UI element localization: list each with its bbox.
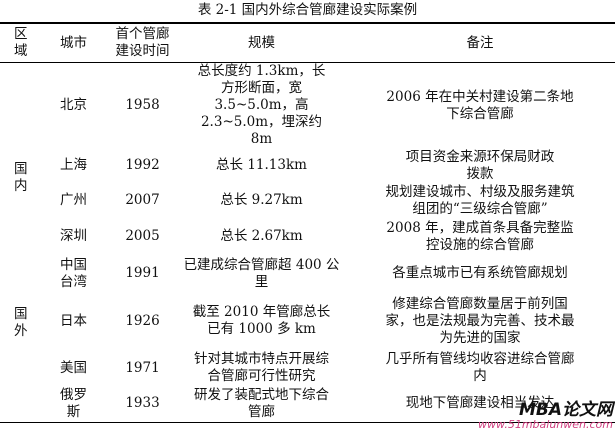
scale-cell: 总长度约 1.3km，长方形断面，宽 3.5~5.0m，高 2.3~5.0m，埋… xyxy=(197,63,326,147)
header-scale: 规模 xyxy=(248,34,275,51)
city-cell: 北京 xyxy=(60,97,87,113)
region-cell: 国外 xyxy=(14,306,28,339)
city-cell: 上海 xyxy=(60,157,87,173)
city-cell: 深圳 xyxy=(60,228,87,244)
note-cell: 规划建设城市、村级及服务建筑组团的“三级综合管廊” xyxy=(385,183,575,217)
header-row: 区域 城市 首个管廊建设时间 规模 备注 xyxy=(0,23,615,63)
table-row: 国外 日本 1926 截至 2010 年管廊总长已有 1000 多 km 修建综合管廊数… xyxy=(0,292,615,350)
scale-cell: 研发了装配式地下综合管廊 xyxy=(194,386,329,420)
year-cell: 1991 xyxy=(125,265,160,281)
watermark-url: www.51mbalunwen.com xyxy=(478,418,613,431)
year-cell: 1958 xyxy=(125,97,160,113)
scale-cell: 总长 9.27km xyxy=(220,192,303,208)
note-cell: 几乎所有管线均收容进综合管廊内 xyxy=(385,351,575,384)
cases-table: 区域 城市 首个管廊建设时间 规模 备注 国内 北京 1958 总长度约 1.3km，… xyxy=(0,22,615,423)
year-cell: 2005 xyxy=(125,228,160,244)
table-title: 表 2-1 国内外综合管廊建设实际案例 xyxy=(197,2,418,18)
region-cell: 国内 xyxy=(14,160,28,194)
scale-cell: 截至 2010 年管廊总长已有 1000 多 km xyxy=(192,304,331,337)
table-row: 中国台湾 1991 已建成综合管廊超 400 公里 各重点城市已有系统管廊规划 xyxy=(0,255,615,292)
year-cell: 1926 xyxy=(125,312,160,329)
table-row: 深圳 2005 总长 2.67km 2008 年，建成首条具备完整监控设施的综合管廊 xyxy=(0,218,615,255)
table-row: 上海 1992 总长 11.13km 项目资金来源环保局财政拨款 xyxy=(0,148,615,183)
header-region: 区域 xyxy=(14,26,28,59)
watermark: MBA论文网 www.51mbalunwen.com xyxy=(478,401,613,430)
city-cell: 俄罗斯 xyxy=(60,386,87,420)
city-cell: 美国 xyxy=(60,359,87,376)
table-row: 国内 北京 1958 总长度约 1.3km，长方形断面，宽 3.5~5.0m，高 2.… xyxy=(0,63,615,194)
city-cell: 中国台湾 xyxy=(60,256,87,290)
header-city: 城市 xyxy=(60,34,87,51)
scale-cell: 总长 2.67km xyxy=(220,228,303,244)
city-cell: 广州 xyxy=(60,192,87,208)
scale-cell: 已建成综合管廊超 400 公里 xyxy=(183,256,340,290)
header-note: 备注 xyxy=(466,34,494,51)
table-row: 广州 2007 总长 9.27km 规划建设城市、村级及服务建筑组团的“三级综合管廊” xyxy=(0,183,615,218)
scale-cell: 总长 11.13km xyxy=(216,157,307,173)
note-cell: 2008 年，建成首条具备完整监控设施的综合管廊 xyxy=(386,219,574,253)
year-cell: 2007 xyxy=(125,192,160,208)
note-cell: 修建综合管廊数量居于前列国家，也是法规最为完善、技术最为先进的国家 xyxy=(385,295,575,346)
city-cell: 日本 xyxy=(60,312,87,329)
note-cell: 现地下管廊建设相当发达 xyxy=(405,395,555,412)
table-row: 俄罗斯 1933 研发了装配式地下综合管廊 现地下管廊建设相当发达 xyxy=(0,386,615,422)
year-cell: 1971 xyxy=(125,359,160,376)
note-cell: 项目资金来源环保局财政拨款 xyxy=(405,148,555,182)
table-row: 美国 1971 针对其城市特点开展综合管廊可行性研究 几乎所有管线均收容进综合管廊内 xyxy=(0,350,615,386)
year-cell: 1933 xyxy=(125,395,160,412)
scale-cell: 针对其城市特点开展综合管廊可行性研究 xyxy=(194,351,329,384)
header-year: 首个管廊建设时间 xyxy=(115,26,170,59)
year-cell: 1992 xyxy=(125,157,160,173)
note-cell: 2006 年在中关村建设第二条地下综合管廊 xyxy=(386,88,574,122)
note-cell: 各重点城市已有系统管廊规划 xyxy=(392,265,568,281)
watermark-logo: MBA论文网 xyxy=(518,400,613,420)
